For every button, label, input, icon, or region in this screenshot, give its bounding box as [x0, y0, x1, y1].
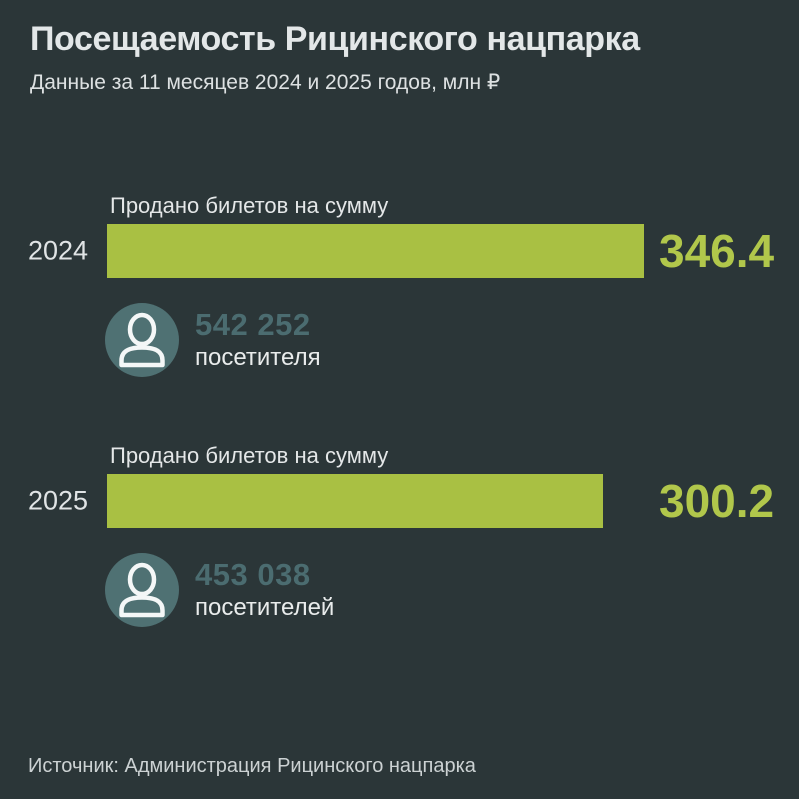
bar-label-2025: Продано билетов на сумму	[110, 443, 389, 468]
visitors-text-2024: 542 252 посетителя	[195, 308, 321, 372]
visitor-count-2024: 542 252	[195, 307, 311, 342]
bar-row-2025: 2025 300.2	[0, 474, 799, 528]
bar-value-2025: 300.2	[659, 475, 775, 527]
bar-row-2024: 2024 346.4	[0, 224, 799, 278]
year-label-2025: 2025	[28, 485, 89, 516]
visitors-row-2025: 453 038 посетителей	[105, 553, 799, 627]
page-title: Посещаемость Рицинского нацпарка	[30, 20, 640, 58]
bar-value-2024: 346.4	[659, 225, 775, 277]
bar-label-2024: Продано билетов на сумму	[110, 193, 389, 218]
year-label-2024: 2024	[28, 235, 89, 266]
person-icon	[105, 553, 179, 627]
visitors-row-2024: 542 252 посетителя	[105, 303, 799, 377]
person-icon	[105, 303, 179, 377]
year-2025-group: Продано билетов на сумму 2025 300.2 453 …	[0, 443, 799, 627]
visitor-count-label-2025: посетителей	[195, 594, 335, 621]
bar-2024	[107, 224, 644, 278]
source-note: Источник: Администрация Рицинского нацпа…	[28, 755, 476, 777]
bar-2025	[107, 474, 603, 528]
visitor-count-label-2024: посетителя	[195, 344, 321, 371]
visitor-count-2025: 453 038	[195, 557, 311, 592]
page-subtitle: Данные за 11 месяцев 2024 и 2025 годов, …	[30, 71, 501, 94]
visitors-text-2025: 453 038 посетителей	[195, 558, 334, 622]
year-2024-group: Продано билетов на сумму 2024 346.4 542 …	[0, 193, 799, 377]
